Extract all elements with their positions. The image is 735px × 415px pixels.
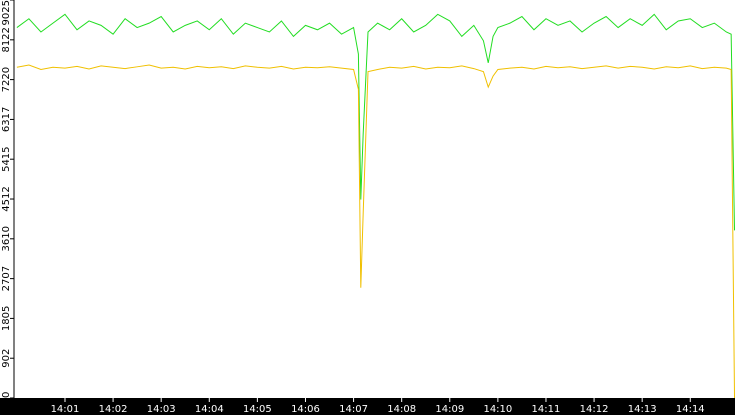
x-tick-label: 14:08 — [387, 404, 416, 415]
x-tick-label: 14:13 — [628, 404, 657, 415]
y-tick-label: 9025 — [1, 0, 12, 25]
x-tick-label: 14:09 — [435, 404, 464, 415]
x-tick-label: 14:10 — [483, 404, 512, 415]
y-tick-label: 0 — [1, 392, 12, 398]
y-tick-label: 902 — [1, 349, 12, 368]
y-tick-label: 6317 — [1, 107, 12, 132]
y-tick-label: 3610 — [1, 226, 12, 251]
x-tick-label: 14:03 — [147, 404, 176, 415]
series-line — [16, 64, 735, 399]
y-tick-label: 7220 — [1, 67, 12, 92]
x-tick-label: 14:02 — [99, 404, 128, 415]
y-tick-label: 1805 — [1, 306, 12, 331]
y-tick-label: 4512 — [1, 186, 12, 211]
y-tick-label: 8122 — [1, 27, 12, 52]
series-line — [16, 13, 735, 231]
x-tick-label: 14:11 — [532, 404, 561, 415]
x-tick-label: 14:04 — [195, 404, 224, 415]
x-axis-bar — [0, 398, 735, 415]
x-tick-label: 14:06 — [291, 404, 320, 415]
x-tick-label: 14:07 — [339, 404, 368, 415]
x-tick-label: 14:01 — [51, 404, 80, 415]
y-tick-label: 2707 — [1, 266, 12, 291]
x-tick-label: 14:12 — [580, 404, 609, 415]
y-tick-label: 5415 — [1, 146, 12, 171]
x-tick-label: 14:14 — [676, 404, 705, 415]
x-tick-label: 14:05 — [243, 404, 272, 415]
